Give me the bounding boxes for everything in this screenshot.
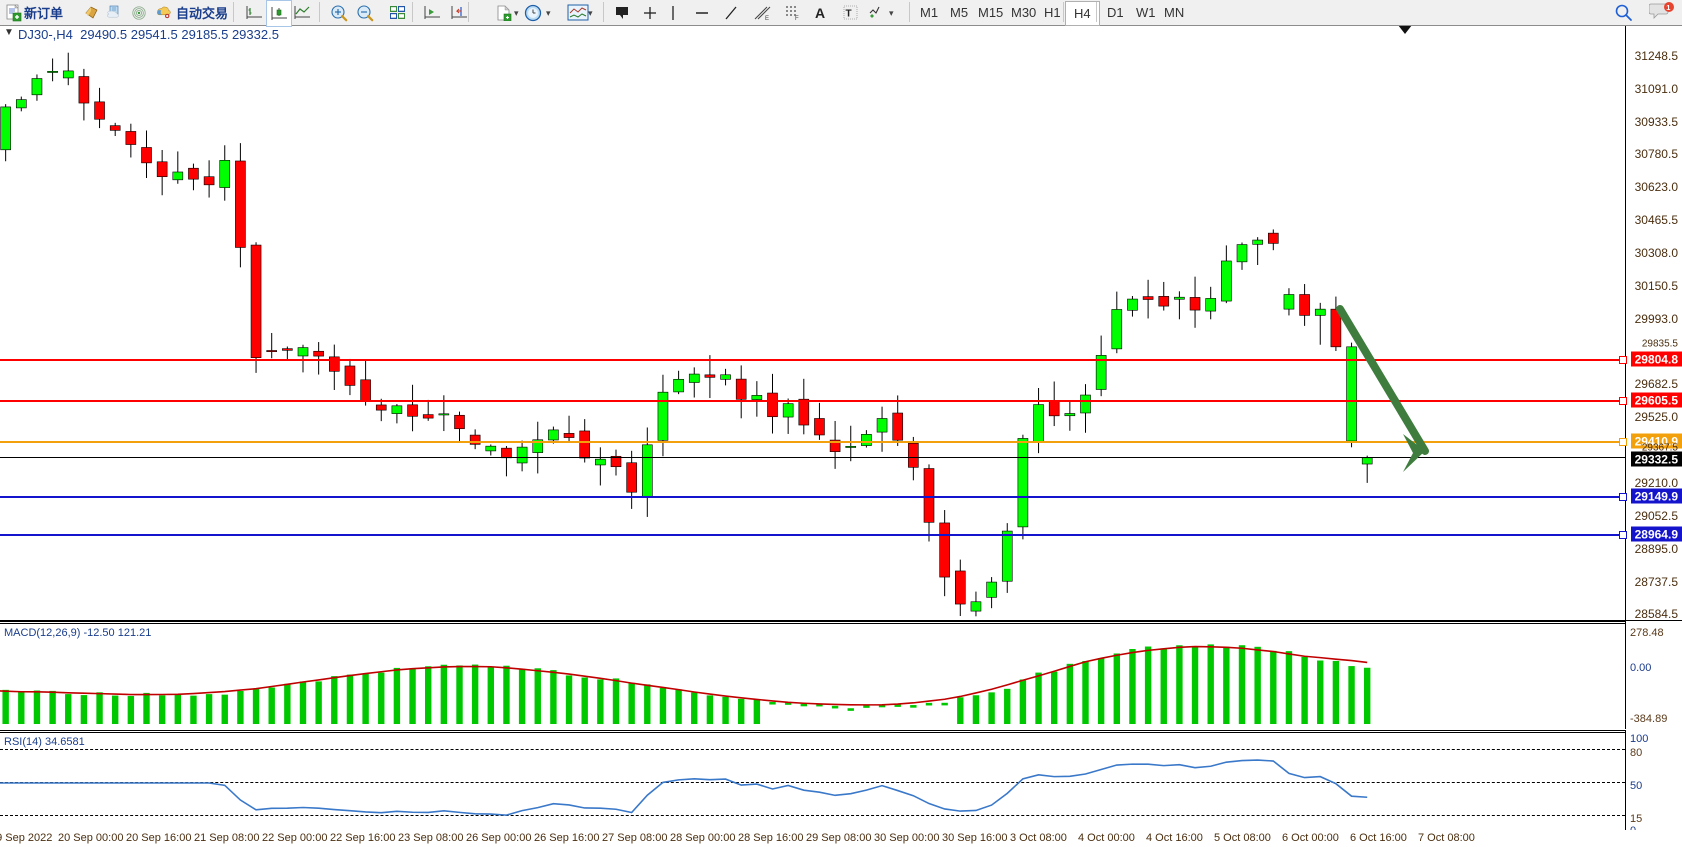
- svg-text:T: T: [845, 9, 851, 20]
- svg-text:1: 1: [1666, 3, 1670, 12]
- svg-text:A: A: [815, 5, 825, 21]
- svg-text:F: F: [795, 16, 799, 21]
- svg-text:E: E: [765, 16, 769, 21]
